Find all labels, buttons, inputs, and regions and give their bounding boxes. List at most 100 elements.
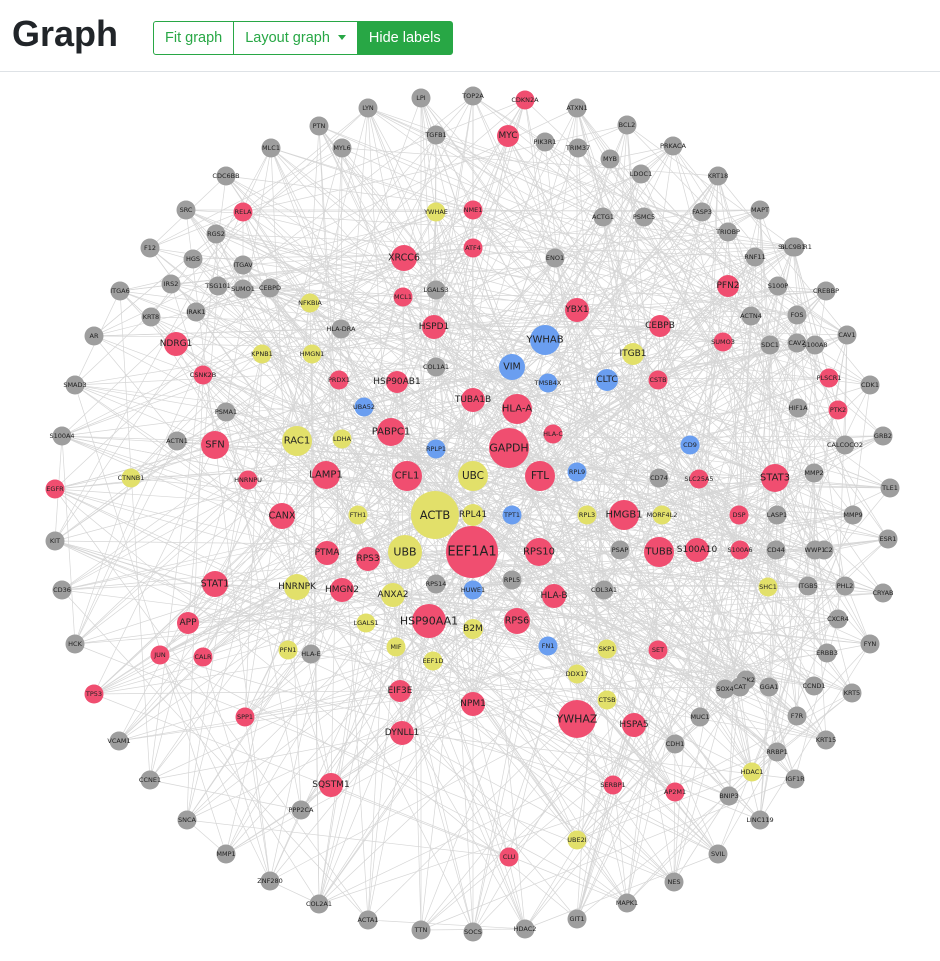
- graph-node-cfl1[interactable]: CFL1: [392, 461, 422, 491]
- node-circle[interactable]: [631, 164, 651, 184]
- node-circle[interactable]: [788, 398, 808, 418]
- graph-node-krt18[interactable]: KRT18: [708, 166, 729, 186]
- node-circle[interactable]: [319, 773, 343, 797]
- node-circle[interactable]: [348, 505, 368, 525]
- node-circle[interactable]: [391, 245, 417, 271]
- node-circle[interactable]: [45, 479, 65, 499]
- node-circle[interactable]: [558, 700, 596, 738]
- graph-node-f7r[interactable]: F7R: [787, 706, 807, 726]
- node-circle[interactable]: [426, 280, 446, 300]
- graph-node-gapdh[interactable]: GAPDH: [489, 428, 529, 468]
- node-circle[interactable]: [278, 640, 298, 660]
- node-circle[interactable]: [489, 428, 529, 468]
- node-circle[interactable]: [356, 547, 380, 571]
- graph-node-col2a1[interactable]: COL2A1: [306, 894, 332, 914]
- graph-node-ar[interactable]: AR: [84, 326, 104, 346]
- node-circle[interactable]: [538, 636, 558, 656]
- graph-node-rpl41[interactable]: RPL41: [459, 504, 487, 526]
- node-circle[interactable]: [354, 397, 374, 417]
- graph-node-skp1[interactable]: SKP1: [597, 639, 617, 659]
- graph-node-cat[interactable]: CAT: [730, 677, 750, 697]
- node-circle[interactable]: [65, 634, 85, 654]
- graph-node-fos[interactable]: FOS: [787, 305, 807, 325]
- graph-node-hnrnpu[interactable]: HNRNPU: [234, 470, 262, 490]
- node-circle[interactable]: [729, 505, 749, 525]
- graph-node-col3a1[interactable]: COL3A1: [591, 580, 617, 600]
- graph-node-atf4[interactable]: ATF4: [463, 238, 483, 258]
- node-circle[interactable]: [708, 844, 728, 864]
- graph-node-cd36[interactable]: CD36: [52, 580, 72, 600]
- graph-node-sqstm1[interactable]: SQSTM1: [312, 773, 350, 797]
- node-circle[interactable]: [828, 400, 848, 420]
- node-circle[interactable]: [463, 238, 483, 258]
- node-circle[interactable]: [423, 651, 443, 671]
- node-circle[interactable]: [649, 468, 669, 488]
- node-circle[interactable]: [161, 274, 181, 294]
- graph-node-acta1[interactable]: ACTA1: [358, 910, 379, 930]
- node-circle[interactable]: [594, 580, 614, 600]
- node-circle[interactable]: [411, 920, 431, 940]
- graph-node-egfr[interactable]: EGFR: [45, 479, 65, 499]
- node-circle[interactable]: [386, 371, 408, 393]
- node-circle[interactable]: [843, 505, 863, 525]
- node-circle[interactable]: [202, 571, 228, 597]
- graph-node-ywhaz[interactable]: YWHAZ: [556, 700, 598, 738]
- node-circle[interactable]: [309, 116, 329, 136]
- graph-node-hsp90aa1[interactable]: HSP90AA1: [400, 604, 458, 638]
- graph-node-s100a4[interactable]: S100A4: [49, 426, 75, 446]
- node-circle[interactable]: [216, 166, 236, 186]
- graph-node-lgals1[interactable]: LGALS1: [354, 613, 379, 633]
- node-circle[interactable]: [45, 531, 65, 551]
- graph-node-cav2[interactable]: CAV2: [787, 333, 807, 353]
- node-circle[interactable]: [750, 810, 770, 830]
- graph-node-ubb[interactable]: UBB: [388, 535, 422, 569]
- node-circle[interactable]: [665, 782, 685, 802]
- graph-node-rela[interactable]: RELA: [233, 202, 253, 222]
- node-circle[interactable]: [860, 634, 880, 654]
- node-circle[interactable]: [261, 138, 281, 158]
- graph-node-eif3e[interactable]: EIF3E: [388, 680, 413, 702]
- node-circle[interactable]: [84, 326, 104, 346]
- graph-node-fth1[interactable]: FTH1: [348, 505, 368, 525]
- node-circle[interactable]: [837, 325, 857, 345]
- graph-node-nes[interactable]: NES: [664, 872, 684, 892]
- graph-node-ptn[interactable]: PTN: [309, 116, 329, 136]
- graph-node-eef1a1[interactable]: EEF1A1: [446, 526, 498, 578]
- node-circle[interactable]: [426, 357, 446, 377]
- node-circle[interactable]: [515, 919, 535, 939]
- node-circle[interactable]: [804, 676, 824, 696]
- graph-node-hmgn1[interactable]: HMGN1: [300, 344, 325, 364]
- node-circle[interactable]: [617, 115, 637, 135]
- node-circle[interactable]: [315, 541, 339, 565]
- graph-node-erbb3[interactable]: ERBB3: [816, 643, 838, 663]
- node-circle[interactable]: [332, 138, 352, 158]
- graph-node-calcoco2[interactable]: CALCOCO2: [827, 435, 863, 455]
- graph-node-mapk1[interactable]: MAPK1: [616, 893, 638, 913]
- graph-node-znf280[interactable]: ZNF280: [257, 871, 283, 891]
- graph-node-morf4l2[interactable]: MORF4L2: [647, 505, 678, 525]
- node-circle[interactable]: [52, 580, 72, 600]
- graph-node-cd9[interactable]: CD9: [680, 435, 700, 455]
- node-circle[interactable]: [411, 88, 431, 108]
- graph-node-ptk2[interactable]: PTK2: [828, 400, 848, 420]
- node-circle[interactable]: [121, 468, 141, 488]
- node-circle[interactable]: [730, 540, 750, 560]
- node-circle[interactable]: [597, 690, 617, 710]
- node-circle[interactable]: [426, 202, 446, 222]
- graph-node-hnrnpk[interactable]: HNRNPK: [278, 574, 317, 600]
- graph-node-pfn2[interactable]: PFN2: [716, 275, 740, 297]
- node-circle[interactable]: [545, 248, 565, 268]
- node-circle[interactable]: [150, 645, 170, 665]
- node-circle[interactable]: [816, 281, 836, 301]
- graph-node-fyn[interactable]: FYN: [860, 634, 880, 654]
- graph-node-tle1[interactable]: TLE1: [880, 478, 900, 498]
- graph-node-actg1[interactable]: ACTG1: [592, 207, 614, 227]
- node-circle[interactable]: [878, 529, 898, 549]
- node-circle[interactable]: [193, 647, 213, 667]
- node-circle[interactable]: [835, 435, 855, 455]
- graph-node-b2m[interactable]: B2M: [463, 619, 483, 639]
- graph-node-ybx1[interactable]: YBX1: [564, 298, 589, 322]
- graph-node-linc119[interactable]: LINC119: [746, 810, 774, 830]
- node-circle[interactable]: [644, 537, 674, 567]
- node-circle[interactable]: [768, 276, 788, 296]
